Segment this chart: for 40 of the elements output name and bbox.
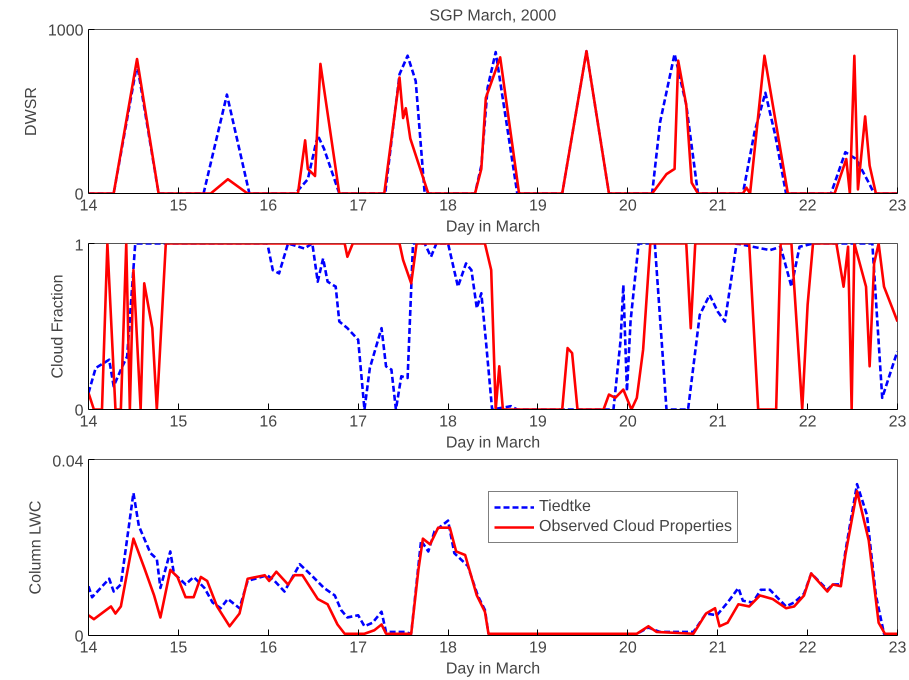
x-tick-label: 15	[169, 640, 188, 656]
x-tick-label: 15	[169, 414, 188, 430]
x-tick-label: 21	[708, 640, 727, 656]
x-tick-label: 18	[439, 414, 458, 430]
x-tick-label: 15	[169, 198, 188, 214]
x-tick-label: 20	[618, 198, 637, 214]
x-tick-label: 21	[708, 198, 727, 214]
x-tick-label: 19	[529, 414, 547, 430]
y-axis-title: Column LWC	[27, 500, 44, 594]
y-axis-title: DWSR	[22, 87, 40, 136]
x-tick-label: 17	[349, 198, 368, 214]
x-tick-label: 17	[349, 640, 368, 656]
legend-label: Observed Cloud Properties	[539, 518, 732, 536]
x-tick-label: 23	[888, 198, 906, 214]
x-tick-label: 20	[618, 414, 637, 430]
y-tick-label: 1000	[48, 22, 84, 40]
chart-title: SGP March, 2000	[429, 8, 556, 24]
x-tick-label: 16	[259, 640, 278, 656]
x-tick-label: 18	[439, 640, 458, 656]
x-axis-title: Day in March	[446, 660, 540, 678]
legend-label: Tiedtke	[539, 498, 591, 516]
x-tick-label: 16	[259, 414, 278, 430]
y-tick-label: 0.04	[52, 454, 84, 470]
line-series	[88, 244, 898, 410]
x-tick-label: 23	[888, 640, 906, 656]
x-axis-title: Day in March	[446, 218, 540, 236]
x-tick-label: 22	[798, 198, 817, 214]
x-tick-label: 19	[529, 198, 547, 214]
y-axis-title: Cloud Fraction	[50, 274, 67, 379]
y-tick-label: 1	[74, 238, 84, 254]
x-axis-title: Day in March	[446, 434, 540, 452]
x-tick-label: 17	[349, 414, 368, 430]
x-tick-label: 21	[708, 414, 727, 430]
x-tick-label: 22	[798, 640, 817, 656]
x-tick-label: 19	[529, 640, 547, 656]
x-tick-label: 20	[618, 640, 637, 656]
x-tick-label: 23	[888, 414, 906, 430]
x-tick-label: 16	[259, 198, 278, 214]
x-tick-label: 22	[798, 414, 817, 430]
x-tick-label: 18	[439, 198, 458, 214]
